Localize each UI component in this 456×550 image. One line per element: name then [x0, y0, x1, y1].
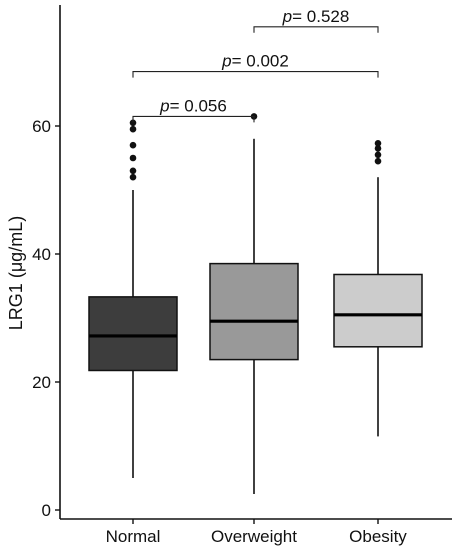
- p-value-label: p= 0.056: [159, 96, 227, 115]
- outlier-point: [129, 125, 137, 133]
- y-tick-label: 0: [42, 501, 51, 520]
- x-tick-label: Normal: [106, 527, 161, 546]
- outlier-point: [129, 141, 137, 149]
- y-axis-title: LRG1 (μg/mL): [6, 216, 26, 330]
- outlier-point: [374, 151, 382, 159]
- y-tick-label: 40: [32, 245, 51, 264]
- axes-layer: 0 20 40 60 Normal Overweight Obesity: [32, 5, 452, 546]
- outlier-point: [129, 119, 137, 127]
- outlier-point: [129, 154, 137, 162]
- outlier-point: [129, 173, 137, 181]
- box-iqr: [209, 262, 299, 361]
- box-iqr: [88, 296, 178, 372]
- y-tick-label: 20: [32, 373, 51, 392]
- p-value-label: p= 0.002: [221, 52, 289, 71]
- outlier-point: [129, 167, 137, 175]
- outlier-point: [374, 145, 382, 152]
- significance-bracket: [253, 26, 379, 33]
- y-tick-label: 60: [32, 117, 51, 136]
- x-tick-label: Overweight: [211, 527, 297, 546]
- significance-bracket: [132, 71, 379, 78]
- outlier-point: [374, 139, 382, 147]
- x-tick-label: Obesity: [349, 527, 407, 546]
- marks-layer: p= 0.056 p= 0.002 p= 0.528: [88, 7, 423, 494]
- labels-layer: LRG1 (μg/mL): [6, 216, 26, 330]
- significance-bracket: [132, 115, 255, 123]
- p-value-label: p= 0.528: [282, 7, 350, 26]
- outlier-point: [374, 157, 382, 165]
- box-iqr: [333, 273, 423, 348]
